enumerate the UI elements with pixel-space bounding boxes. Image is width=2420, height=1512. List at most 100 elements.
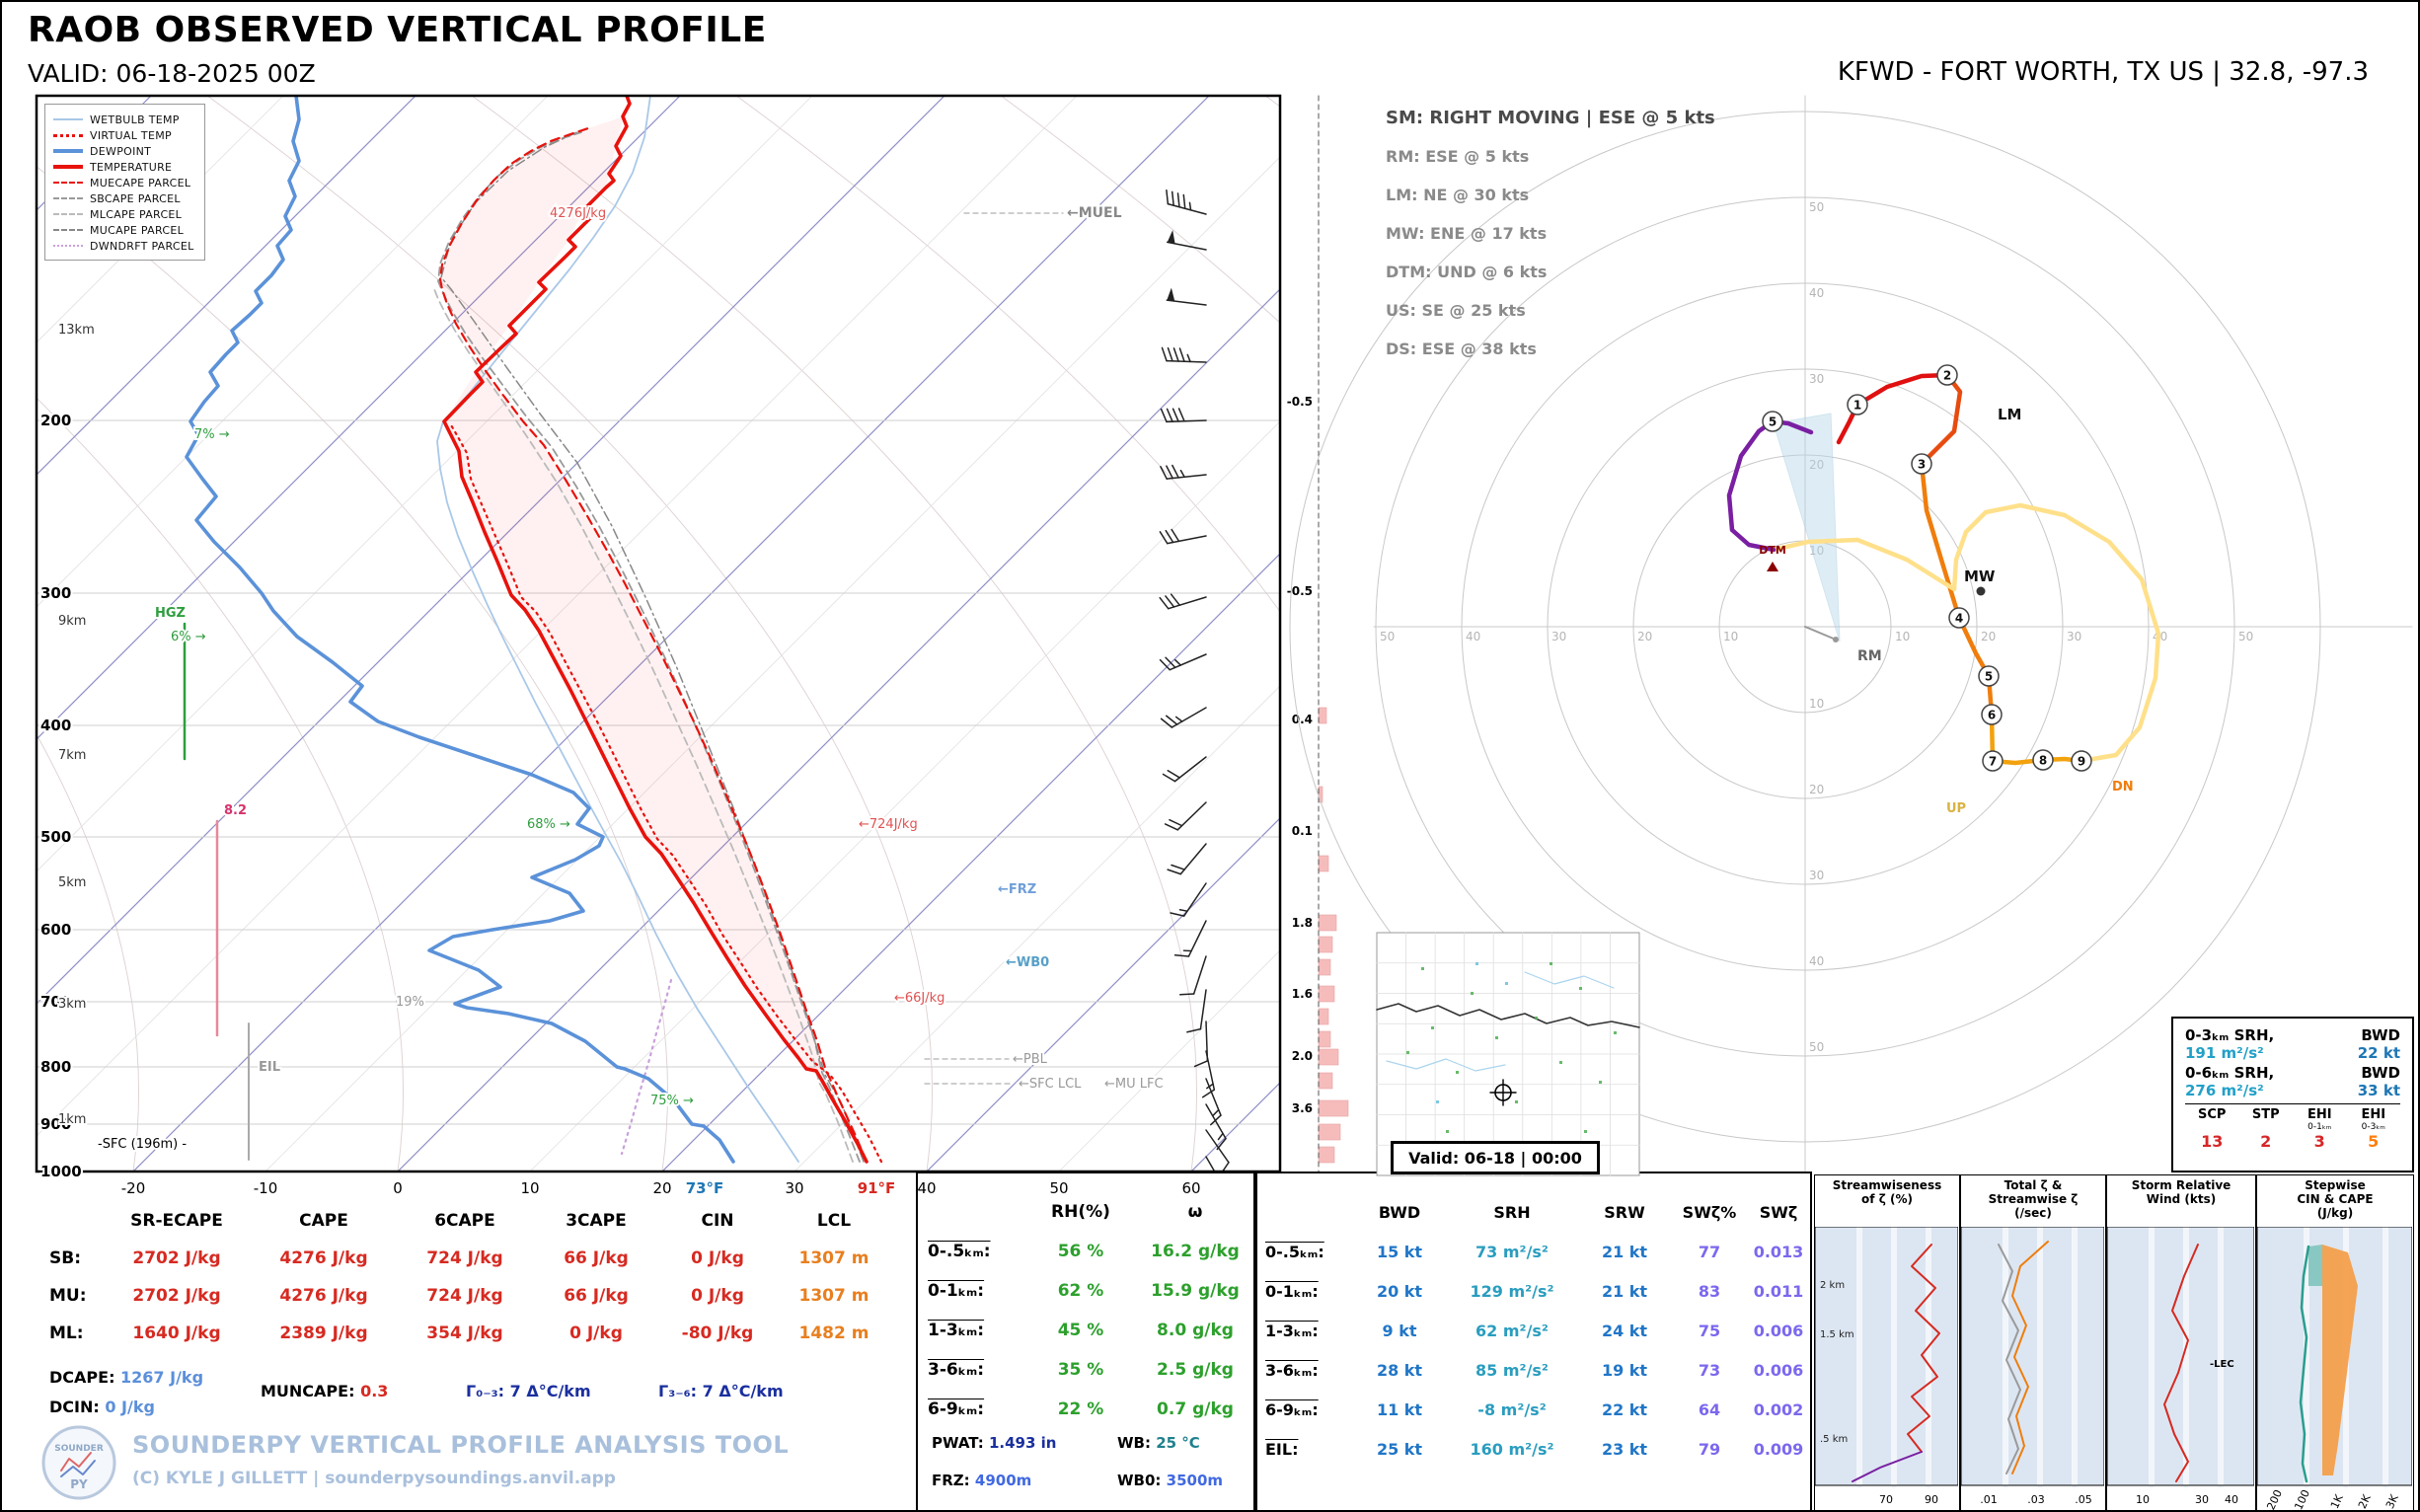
ring-label: 50 [1809,200,1824,214]
omega-bar [1318,855,1329,872]
omega-value: 2.0 [1292,1049,1313,1063]
graphic [1166,241,1207,251]
skewt-border [35,94,1282,1173]
wind-barb [1205,1156,1215,1171]
omega-value: 3.6 [1292,1101,1313,1115]
page-title: RAOB OBSERVED VERTICAL PROFILE [28,10,767,50]
bwd-value: 33 kt [2357,1082,2400,1099]
graphic [1205,1156,1215,1171]
graphic [1186,1027,1202,1033]
stat-text: WB: [1117,1434,1157,1452]
table-cell: 724 J/kg [426,1248,503,1268]
srh-value: 191 m²/s² [2185,1044,2264,1062]
table-cell: 724 J/kg [426,1286,503,1306]
isotherm [265,157,1279,1171]
isotherm [38,97,416,475]
wind-barb [1159,653,1207,671]
wind-barb [1170,882,1207,917]
rm-marker [1833,637,1839,643]
wind-barb [1193,1021,1209,1068]
graphic [1172,464,1179,479]
isotherm [38,97,548,607]
legend-item: MUECAPE PARCEL [53,175,194,190]
graphic [1177,408,1185,422]
graphic [1182,193,1186,210]
row-label: 6-9ₖₘ: [928,1399,985,1419]
map-dot-green [1614,1031,1617,1034]
composite-params: SCP 13 STP 2 EHI 0-1ₖₘ 3 EHI 0-3ₖₘ 5 [2185,1103,2400,1151]
annotation: 4276J/kg [550,206,606,221]
ring-label: 20 [1809,458,1824,472]
table-cell: 22 kt [1601,1399,1648,1419]
stat-line: WB0: 3500m [1117,1471,1223,1489]
table-cell: 1482 m [798,1323,870,1343]
graphic [1166,465,1173,480]
ring-label: 30 [1551,630,1566,643]
map-dot-green [1446,1130,1449,1133]
table-cell: 2389 J/kg [279,1323,368,1343]
stat-text: 3500m [1166,1472,1224,1489]
height-marker [1981,704,2003,725]
ring-label: 20 [1637,630,1652,643]
dry-adiabat [38,398,404,1171]
isotherm [38,97,812,871]
wind-barb [1159,528,1207,545]
panel-area [2308,1245,2322,1286]
graphic [1172,408,1179,422]
table-cell: 45 % [1057,1321,1104,1340]
graphic [1173,953,1190,957]
stat-text: 0.3 [360,1382,389,1400]
table-cell: -80 J/kg [681,1323,754,1343]
table-cell: 0.009 [1753,1439,1804,1459]
omega-value: -0.5 [1287,395,1313,409]
graphic [1159,658,1171,671]
height-marker-label: 9 [2078,755,2085,769]
graphic [1206,1083,1214,1090]
graphic [1212,1108,1220,1116]
panel-frame [1961,1227,2104,1486]
table-cell: 11 kt [1376,1399,1423,1419]
annotation: ←724J/kg [859,817,918,832]
omega-bar [1318,1048,1339,1066]
hodograph-ring [1632,454,1978,799]
hodograph: 1010101020202020303030304040404050505050… [1289,95,2413,1172]
graphic [1170,593,1180,606]
map-dot-blue [1505,982,1508,985]
pressure-label: 200 [40,412,71,429]
temp-axis-label: -10 [254,1179,278,1197]
temp-axis-label: 30 [785,1179,803,1197]
map-dot-green [1550,962,1552,965]
height-marker [2071,750,2092,772]
ring-label: 30 [2067,630,2081,643]
panel-plot: -LEC 10 30 40 [2107,1227,2254,1506]
omega-profile: -0.5 -0.5 0.4 0.1 1.8 1.6 2.0 3.6 [1287,95,1349,1172]
skewt-background [37,96,1280,1172]
graphic [1166,299,1207,306]
panel-title: Storm Relative Wind (kts) [2131,1178,2231,1206]
legend-line-sample [53,133,83,137]
table-cell: 21 kt [1601,1281,1648,1301]
temp-axis-label: 0 [393,1179,403,1197]
wind-barb [1166,189,1207,215]
graphic [1159,531,1169,545]
isotherm [794,686,1279,1171]
mini-panel-0: Streamwiseness of ζ (%) 2 km 1.5 km .5 km 70 9… [1814,1174,1960,1510]
curve-ml-parcel [433,288,854,1163]
panel-plot: 2 km 1.5 km .5 km 70 90 [1815,1227,1958,1506]
wind-barb [1178,955,1207,996]
table-cell: 8.0 g/kg [1157,1321,1234,1340]
panel-ylabel: 1.5 km [1820,1329,1854,1340]
dry-adiabat [736,97,1279,612]
panel-title: Total ζ & Streamwise ζ (/sec) [1988,1178,2079,1220]
row-label: 1-3ₖₘ: [928,1321,985,1340]
annotation: ←66J/kg [894,991,945,1006]
table-cell: 1307 m [798,1248,870,1268]
hodograph-ring [1461,282,2150,971]
table-cell: 28 kt [1376,1360,1423,1380]
dry-adiabat [207,97,933,1171]
storm-motion-line: US: SE @ 25 kts [1386,301,1526,320]
table-cell: 56 % [1057,1242,1104,1261]
table-cell: 79 [1698,1439,1721,1459]
legend-label: SBCAPE PARCEL [90,191,181,205]
pressure-label: 400 [40,717,71,734]
